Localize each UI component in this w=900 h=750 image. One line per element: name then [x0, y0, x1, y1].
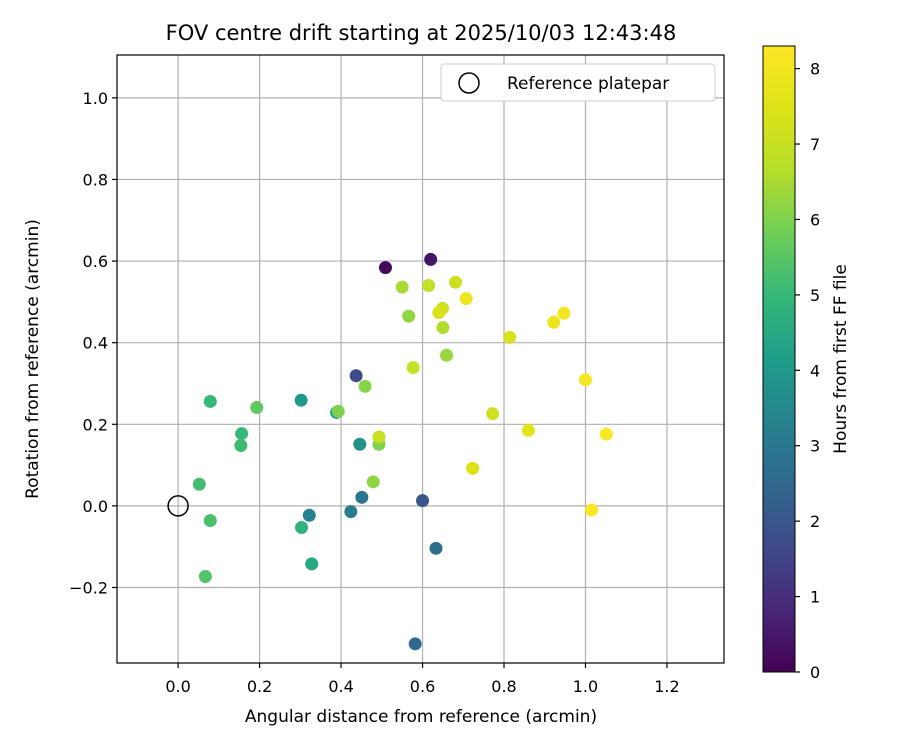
- data-point: [422, 279, 436, 293]
- y-tick-label: 1.0: [83, 89, 108, 108]
- colorbar-tick-label: 1: [810, 588, 820, 607]
- data-point: [203, 394, 217, 408]
- data-point: [557, 306, 571, 320]
- colorbar-tick-label: 4: [810, 361, 820, 380]
- data-point: [235, 427, 249, 441]
- colorbar-tick-label: 5: [810, 286, 820, 305]
- data-point: [378, 261, 392, 275]
- colorbar-ticks: 0 1 2 3 4 5 6 7 8: [795, 60, 820, 682]
- colorbar-label: Hours from first FF file: [831, 264, 851, 454]
- data-point: [395, 280, 409, 294]
- data-point: [302, 508, 316, 522]
- y-tick-label: 0.8: [83, 170, 108, 189]
- x-axis-label: Angular distance from reference (arcmin): [245, 707, 597, 727]
- y-tick-label: 0.2: [83, 415, 108, 434]
- data-point: [599, 427, 613, 441]
- data-point: [305, 557, 319, 571]
- legend: Reference platepar: [440, 63, 716, 102]
- colorbar-gradient: [762, 45, 796, 673]
- data-point: [406, 361, 420, 375]
- data-point: [521, 423, 535, 437]
- data-point: [402, 309, 416, 323]
- colorbar-tick-label: 6: [810, 210, 820, 229]
- x-tick-label: 0.2: [247, 677, 272, 696]
- data-point: [449, 275, 463, 289]
- data-points: [192, 252, 613, 651]
- y-tick-label: 0.4: [83, 334, 108, 353]
- data-point: [294, 393, 308, 407]
- data-point: [416, 494, 430, 508]
- x-tick-label: 1.2: [654, 677, 679, 696]
- colorbar-tick-label: 8: [810, 60, 820, 79]
- y-axis-ticks: −0.2 0.0 0.2 0.4 0.6 0.8 1.0: [69, 89, 117, 598]
- data-point: [578, 373, 592, 387]
- data-point: [353, 437, 367, 451]
- data-point: [585, 503, 599, 517]
- data-point: [372, 430, 386, 444]
- legend-box: [440, 63, 716, 102]
- data-point: [408, 637, 422, 651]
- data-point: [203, 514, 217, 528]
- data-point: [234, 439, 248, 453]
- legend-label: Reference platepar: [507, 74, 669, 94]
- data-point: [349, 369, 363, 383]
- x-tick-label: 1.0: [573, 677, 598, 696]
- data-point: [344, 505, 358, 519]
- colorbar-tick-label: 7: [810, 135, 820, 154]
- x-tick-label: 0.0: [165, 677, 190, 696]
- data-point: [250, 401, 264, 415]
- x-tick-label: 0.6: [410, 677, 435, 696]
- colorbar-tick-label: 0: [810, 663, 820, 682]
- colorbar-tick-label: 3: [810, 437, 820, 456]
- data-point: [358, 379, 372, 393]
- y-tick-label: 0.6: [83, 252, 108, 271]
- reference-marker: [167, 495, 189, 517]
- data-point: [486, 407, 500, 421]
- data-point: [466, 461, 480, 475]
- chart-title: FOV centre drift starting at 2025/10/03 …: [166, 21, 677, 45]
- data-point: [432, 305, 446, 319]
- x-tick-label: 0.8: [491, 677, 516, 696]
- data-point: [355, 490, 369, 504]
- y-axis-label: Rotation from reference (arcmin): [23, 219, 43, 499]
- y-tick-label: 0.0: [83, 497, 108, 516]
- data-point: [331, 404, 345, 418]
- data-point: [440, 348, 454, 362]
- data-point: [429, 541, 443, 555]
- y-tick-label: −0.2: [69, 579, 108, 598]
- data-point: [198, 569, 212, 583]
- data-point: [436, 321, 450, 335]
- data-point: [547, 315, 561, 329]
- data-point: [459, 292, 473, 306]
- data-point: [503, 330, 517, 344]
- data-point: [192, 477, 206, 491]
- data-point: [366, 475, 380, 489]
- data-point: [424, 252, 438, 266]
- x-axis-ticks: 0.0 0.2 0.4 0.6 0.8 1.0 1.2: [165, 663, 680, 696]
- x-tick-label: 0.4: [328, 677, 353, 696]
- data-point: [295, 521, 309, 535]
- colorbar: 0 1 2 3 4 5 6 7 8 Hours from first FF file: [762, 45, 851, 682]
- colorbar-tick-label: 2: [810, 512, 820, 531]
- legend-marker: [458, 72, 480, 94]
- plot-frame: [116, 54, 725, 664]
